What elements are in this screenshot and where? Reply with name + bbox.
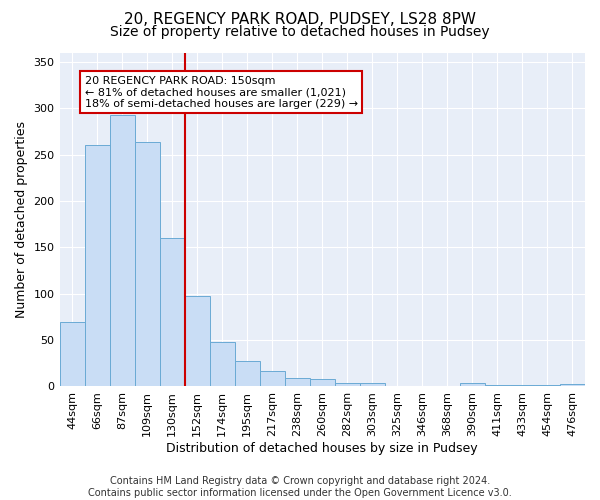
Bar [134,142,160,386]
Text: Contains HM Land Registry data © Crown copyright and database right 2024.
Contai: Contains HM Land Registry data © Crown c… [88,476,512,498]
Bar [310,379,335,386]
Bar [209,342,235,386]
Bar [260,370,285,386]
Bar [59,322,85,386]
Text: Size of property relative to detached houses in Pudsey: Size of property relative to detached ho… [110,25,490,39]
Bar [485,384,510,386]
Bar [110,114,134,386]
Bar [335,382,360,386]
Text: 20, REGENCY PARK ROAD, PUDSEY, LS28 8PW: 20, REGENCY PARK ROAD, PUDSEY, LS28 8PW [124,12,476,28]
Bar [235,362,260,386]
Text: 20 REGENCY PARK ROAD: 150sqm
← 81% of detached houses are smaller (1,021)
18% of: 20 REGENCY PARK ROAD: 150sqm ← 81% of de… [85,76,358,109]
Bar [185,296,209,386]
Bar [85,146,110,386]
Bar [560,384,585,386]
Bar [510,384,535,386]
X-axis label: Distribution of detached houses by size in Pudsey: Distribution of detached houses by size … [166,442,478,455]
Bar [535,384,560,386]
Bar [285,378,310,386]
Y-axis label: Number of detached properties: Number of detached properties [15,121,28,318]
Bar [360,382,385,386]
Bar [160,238,185,386]
Bar [460,382,485,386]
